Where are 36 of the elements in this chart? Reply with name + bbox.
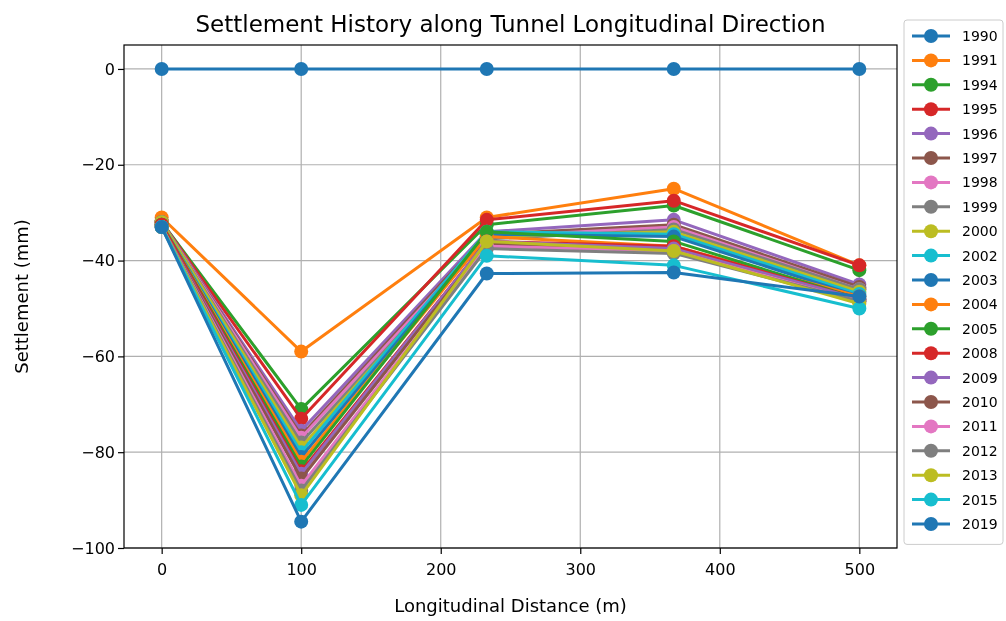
y-tick-label: −60	[81, 347, 115, 366]
x-tick-label: 100	[286, 559, 317, 579]
x-tick-label: 0	[157, 559, 168, 579]
legend-label: 2010	[962, 394, 998, 410]
legend-label: 2002	[962, 247, 998, 264]
y-tick-label: −20	[81, 155, 115, 175]
legend-label: 2009	[962, 369, 998, 386]
y-axis-title: Settlement (mm)	[11, 219, 32, 374]
legend-label: 1990	[962, 28, 998, 44]
legend-label: 2008	[962, 345, 998, 362]
legend-label: 2019	[962, 516, 998, 532]
x-axis-title: Longitudinal Distance (m)	[394, 595, 627, 616]
x-tick-label: 500	[844, 559, 876, 579]
legend-label: 2015	[962, 491, 998, 508]
legend-label: 2012	[962, 442, 998, 459]
legend-label: 1999	[962, 198, 998, 215]
x-tick-label: 300	[565, 559, 597, 579]
legend-label: 2000	[962, 223, 998, 240]
x-tick-label: 400	[705, 559, 736, 579]
chart-title: Settlement History along Tunnel Longitudinal Direction	[195, 11, 826, 37]
legend-label: 2005	[962, 320, 998, 337]
x-tick-label: 200	[425, 559, 457, 579]
legend-label: 1995	[962, 101, 998, 118]
legend-label: 1996	[962, 125, 998, 142]
legend-label: 2013	[962, 467, 998, 484]
legend-label: 2011	[962, 418, 998, 435]
y-tick-label: 0	[104, 59, 115, 79]
legend-label: 1997	[962, 150, 998, 166]
y-tick-label: −100	[71, 538, 115, 558]
legend-label: 2004	[962, 296, 998, 313]
y-tick-label: −80	[81, 442, 115, 462]
y-tick-label: −40	[81, 251, 115, 271]
legend-label: 1998	[962, 174, 998, 191]
legend-label: 2003	[962, 272, 998, 288]
legend-label: 1991	[962, 52, 998, 69]
legend-label: 1994	[962, 76, 998, 93]
